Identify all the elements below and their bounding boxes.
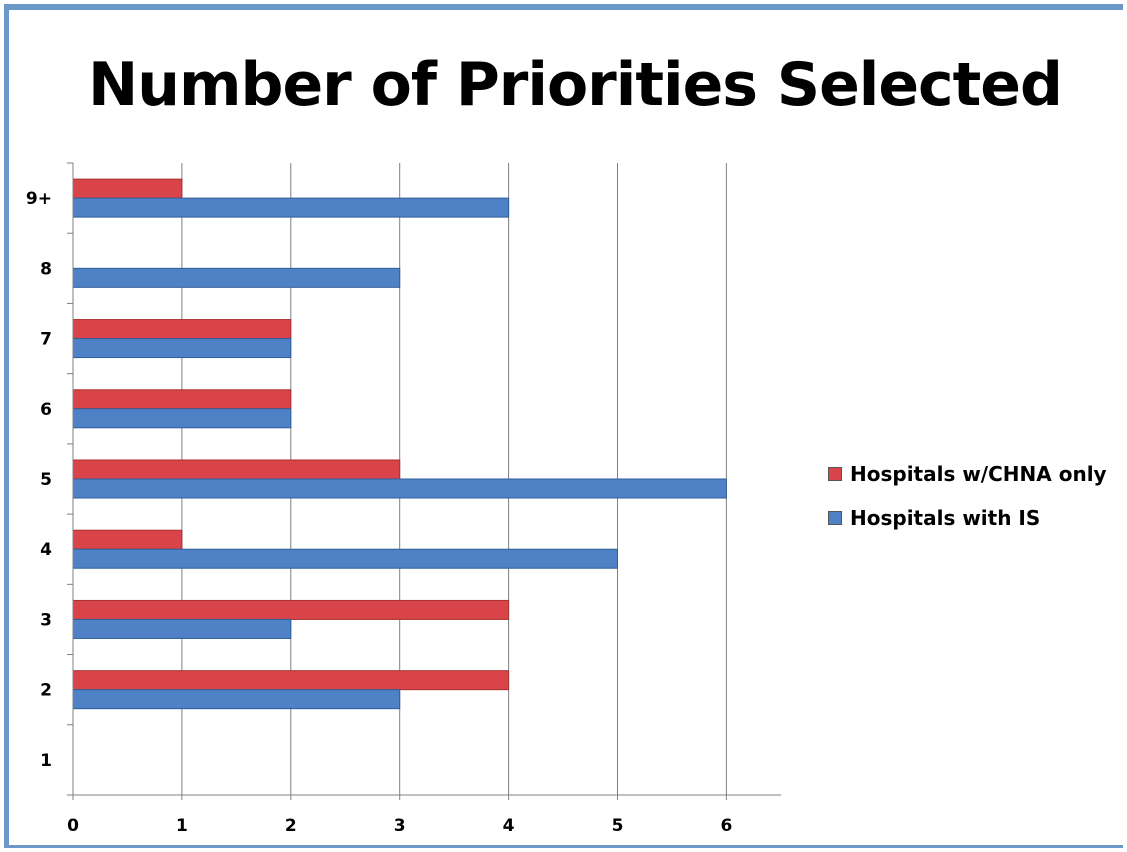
x-tick-label-1: 1	[176, 816, 188, 836]
chart-legend: Hospitals w/CHNA only Hospitals with IS	[828, 462, 1107, 550]
bar-is-2	[73, 690, 400, 709]
bar-is-9+	[73, 198, 509, 217]
legend-item-is: Hospitals with IS	[828, 506, 1107, 530]
x-tick-label-4: 4	[503, 816, 515, 836]
y-tick-label-8: 8	[40, 259, 52, 279]
legend-label-chna: Hospitals w/CHNA only	[850, 462, 1107, 486]
y-tick-label-3: 3	[40, 610, 52, 630]
y-tick-label-5: 5	[40, 470, 52, 490]
y-tick-label-9+: 9+	[26, 189, 52, 209]
y-tick-label-2: 2	[40, 681, 52, 701]
bar-chna-3	[73, 600, 509, 619]
x-tick-label-0: 0	[67, 816, 79, 836]
bar-chna-6	[73, 390, 291, 409]
bar-is-7	[73, 339, 291, 358]
y-tick-label-1: 1	[40, 751, 52, 771]
bar-is-6	[73, 409, 291, 428]
legend-swatch-is	[828, 511, 842, 525]
bar-is-5	[73, 479, 726, 498]
bar-chna-9+	[73, 179, 182, 198]
y-tick-label-6: 6	[40, 400, 52, 420]
bar-chna-2	[73, 671, 509, 690]
x-tick-label-2: 2	[285, 816, 297, 836]
x-tick-label-3: 3	[394, 816, 406, 836]
legend-item-chna: Hospitals w/CHNA only	[828, 462, 1107, 486]
legend-label-is: Hospitals with IS	[850, 506, 1040, 530]
bar-chna-4	[73, 530, 182, 549]
bar-chna-7	[73, 320, 291, 339]
legend-swatch-chna	[828, 467, 842, 481]
bar-chna-5	[73, 460, 400, 479]
bar-is-3	[73, 619, 291, 638]
y-tick-label-4: 4	[40, 540, 52, 560]
x-tick-label-5: 5	[612, 816, 624, 836]
bar-is-8	[73, 268, 400, 287]
bar-is-4	[73, 549, 618, 568]
x-tick-label-6: 6	[720, 816, 732, 836]
y-tick-label-7: 7	[40, 330, 52, 350]
